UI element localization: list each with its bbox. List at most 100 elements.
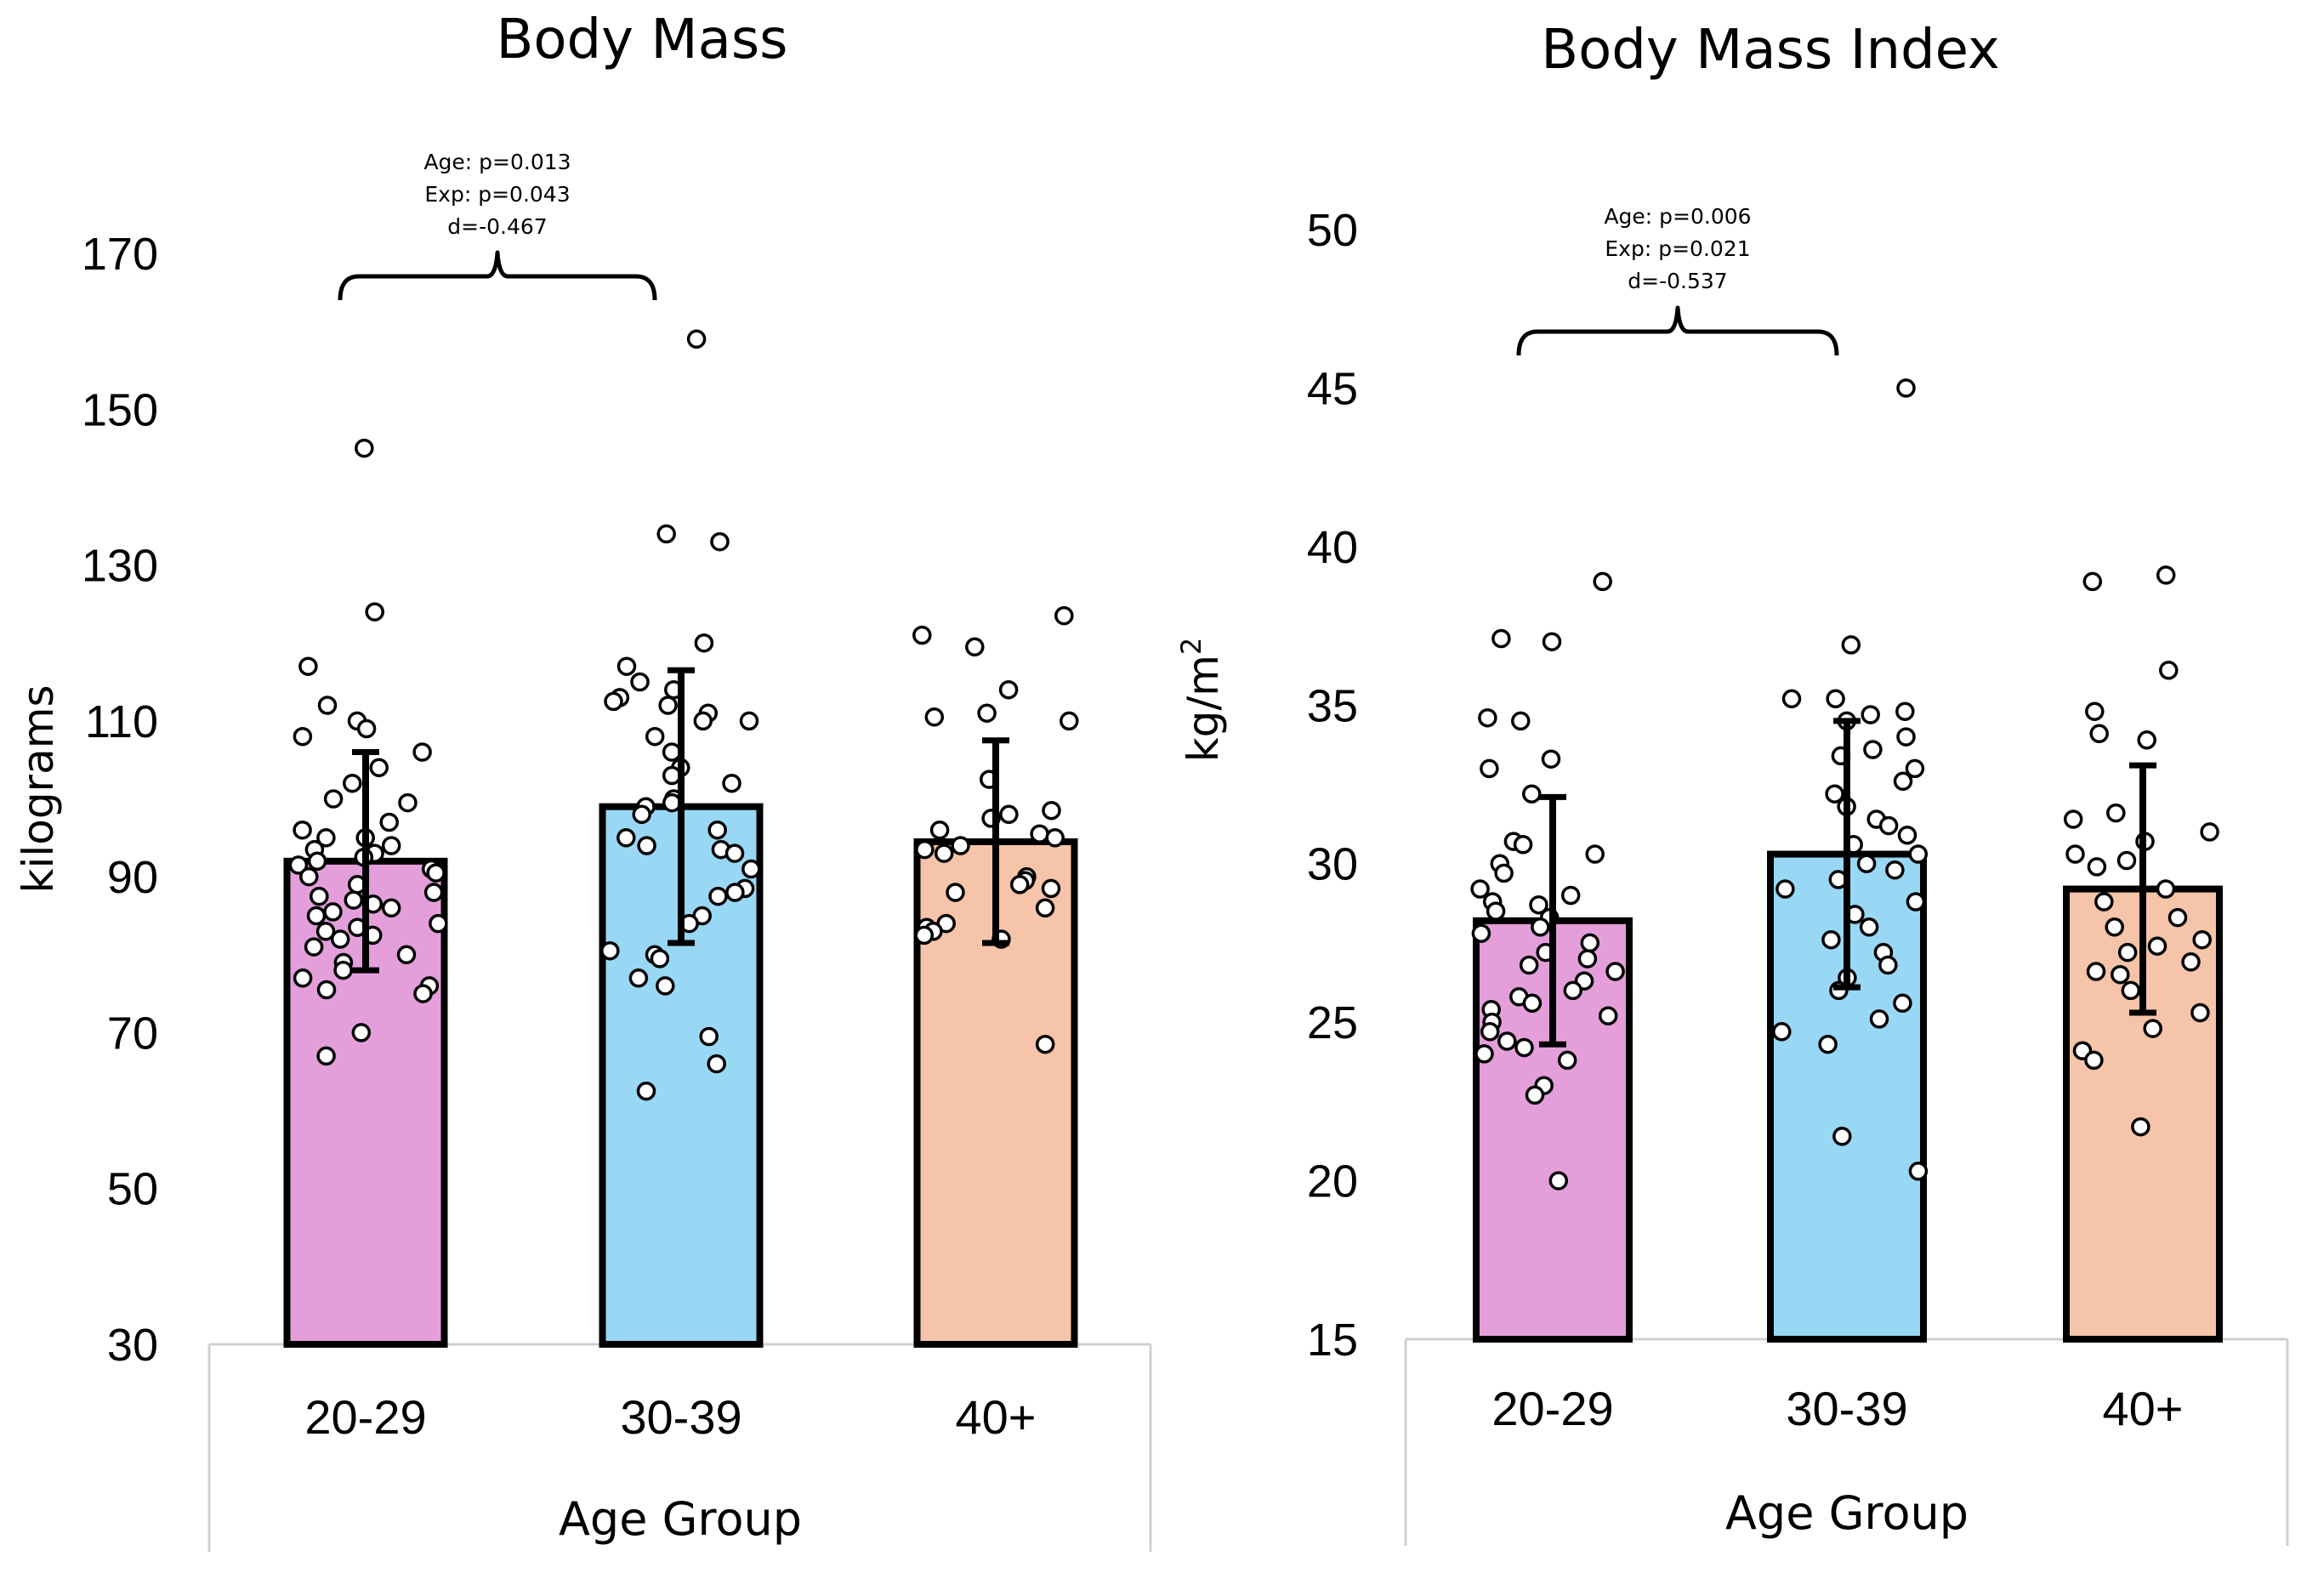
- data-point: [1519, 955, 1539, 975]
- data-point: [369, 758, 389, 778]
- data-point: [316, 980, 337, 1000]
- data-point: [381, 898, 401, 918]
- data-point: [708, 886, 728, 906]
- data-point: [2085, 701, 2105, 721]
- data-point: [656, 524, 676, 544]
- data-point: [1009, 875, 1030, 895]
- data-point: [2181, 952, 2201, 972]
- data-point: [946, 883, 965, 902]
- y-tick-label: 40: [1307, 522, 1358, 573]
- data-point: [924, 707, 945, 727]
- data-point: [1825, 784, 1844, 804]
- data-point: [1861, 705, 1880, 724]
- y-axis-label: kg/m2: [1175, 638, 1228, 763]
- data-point: [1480, 1022, 1500, 1042]
- data-point: [1531, 917, 1550, 937]
- significance-annotation: Exp: p=0.021: [1605, 236, 1750, 261]
- data-point: [365, 602, 384, 622]
- data-point: [1486, 901, 1506, 921]
- data-point: [2111, 964, 2130, 985]
- data-point: [725, 883, 745, 902]
- y-axis-label: kilograms: [14, 684, 63, 893]
- data-point: [632, 804, 651, 825]
- y-axis-label-superscript: 2: [1175, 638, 1207, 655]
- data-point: [1513, 835, 1533, 855]
- data-point: [1897, 825, 1918, 845]
- data-point: [307, 851, 327, 872]
- data-point: [2089, 724, 2109, 744]
- data-point: [316, 1046, 336, 1066]
- y-tick-label: 15: [1307, 1315, 1358, 1366]
- data-point: [650, 949, 670, 968]
- significance-annotation: d=-0.537: [1628, 269, 1727, 293]
- data-point: [2143, 1019, 2162, 1038]
- y-tick-label: 30: [107, 1320, 158, 1371]
- data-point: [1905, 758, 1925, 779]
- x-tick-label: 40+: [956, 1390, 1037, 1444]
- data-point: [656, 976, 675, 996]
- y-tick-label: 70: [107, 1008, 158, 1059]
- data-point: [2086, 962, 2106, 981]
- y-axis-label-text: kilograms: [14, 684, 63, 893]
- data-point: [1818, 1034, 1838, 1054]
- data-point: [1054, 605, 1074, 626]
- y-tick-label: 20: [1307, 1156, 1358, 1207]
- data-point: [2156, 565, 2176, 585]
- significance-annotation: Age: p=0.013: [423, 150, 571, 174]
- data-point: [1772, 1022, 1792, 1042]
- data-point: [2116, 850, 2137, 871]
- data-point: [1896, 727, 1916, 747]
- data-point: [965, 637, 985, 657]
- data-point: [636, 1081, 656, 1101]
- data-point: [379, 812, 399, 832]
- y-tick-label: 110: [85, 696, 158, 747]
- data-point: [707, 820, 727, 840]
- data-point: [2082, 571, 2103, 592]
- data-point: [1863, 740, 1883, 759]
- data-point: [316, 828, 336, 848]
- data-point: [1474, 1044, 1494, 1064]
- y-tick-label: 130: [82, 541, 158, 592]
- data-point: [304, 937, 324, 957]
- data-point: [1775, 879, 1795, 899]
- data-point: [977, 703, 997, 723]
- data-point: [645, 726, 665, 747]
- data-point: [1585, 844, 1605, 864]
- data-point: [1494, 863, 1514, 883]
- data-point: [2065, 844, 2085, 864]
- data-point: [1893, 771, 1913, 792]
- data-point: [1525, 1085, 1545, 1105]
- data-point: [2117, 942, 2138, 963]
- data-point: [616, 828, 636, 848]
- data-point: [999, 804, 1019, 825]
- data-point: [710, 531, 730, 552]
- data-point: [2105, 917, 2124, 937]
- data-point: [2106, 803, 2126, 823]
- data-point: [1896, 378, 1916, 398]
- data-point: [1893, 993, 1912, 1014]
- data-point: [2190, 1002, 2210, 1023]
- data-point: [1826, 689, 1845, 709]
- data-point: [741, 859, 761, 879]
- data-point: [293, 726, 313, 747]
- chart-panel-2: Body Mass Index kg/m2 15 20 25 30 35 40 45 50 20-2…: [1175, 19, 2289, 1546]
- data-point: [2200, 822, 2219, 842]
- data-point: [351, 1023, 372, 1042]
- data-point: [1781, 689, 1802, 709]
- data-point: [344, 890, 364, 910]
- data-point: [2063, 809, 2083, 829]
- data-point: [2121, 980, 2141, 1001]
- data-point: [293, 820, 312, 840]
- data-point: [2094, 892, 2114, 912]
- data-point: [662, 765, 682, 786]
- data-point: [2087, 857, 2107, 877]
- data-point: [413, 984, 433, 1003]
- y-tick-label: 50: [1307, 205, 1358, 256]
- data-point: [637, 836, 656, 855]
- significance-bracket: [1516, 305, 1839, 356]
- data-point: [686, 329, 707, 349]
- data-point: [1878, 815, 1899, 836]
- data-point: [1885, 860, 1905, 880]
- data-point: [2147, 936, 2167, 956]
- data-point: [323, 789, 344, 809]
